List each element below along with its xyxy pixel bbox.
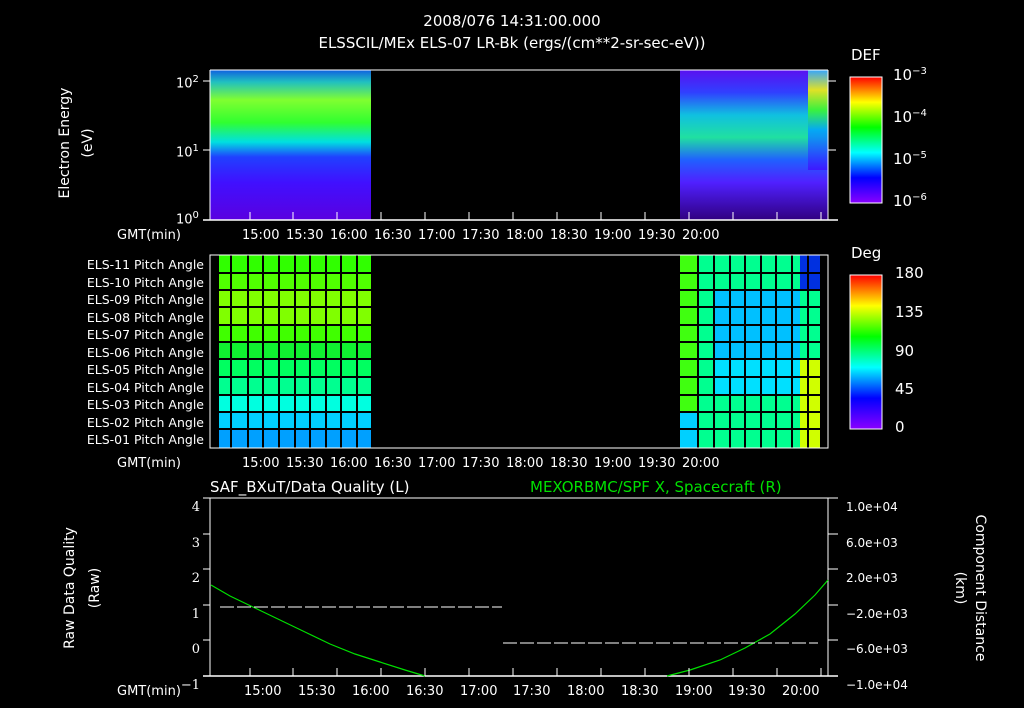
deg-label-45: 45 (895, 380, 915, 398)
component-distance-ylabel: Component Distance (972, 514, 988, 662)
panel3-xlabel: GMT(min) (117, 684, 181, 699)
panel2-time-labels: 15:00 15:30 16:00 16:30 17:00 17:30 18:00 18… (242, 456, 720, 471)
plot-timestamp: 2008/076 14:31:00.000 (423, 12, 601, 30)
pitch-angle-row-labels: ELS-11 Pitch Angle ELS-10 Pitch Angle ELS-… (86, 257, 204, 447)
panel1-xlabel: GMT(min) (117, 228, 181, 243)
deg-colorbar-title: Deg (851, 244, 882, 262)
panel2-xlabel: GMT(min) (117, 456, 181, 471)
spf-x-series (210, 584, 426, 677)
plot-subtitle: ELSSCIL/MEx ELS-07 LR-Bk (ergs/(cm**2-sr… (318, 34, 706, 52)
time-ticks (249, 212, 822, 676)
def-label-1e-3: 10−3 (893, 66, 927, 84)
deg-label-0: 0 (895, 418, 905, 436)
ytick-1e2: 102 (176, 74, 199, 92)
deg-colorbar (849, 274, 883, 430)
spf-x-title: MEXORBMC/SPF X, Spacecraft (R) (530, 478, 782, 496)
panel1-time-labels: 15:00 15:30 16:00 16:30 17:00 17:30 18:00 18… (242, 228, 720, 243)
def-label-1e-5: 10−5 (893, 150, 927, 168)
line-plot (203, 497, 838, 677)
panel3-time-labels: 15:00 15:30 16:00 16:30 17:00 17:30 18:00 18… (244, 684, 820, 699)
data-quality-title: SAF_BXuT/Data Quality (L) (210, 478, 410, 496)
energy-spectrogram (203, 69, 838, 221)
ytick-1e1: 101 (176, 143, 199, 161)
def-colorbar (849, 76, 883, 204)
def-label-1e-6: 10−6 (893, 192, 927, 210)
deg-label-135: 135 (895, 303, 924, 321)
component-distance-ylabel-unit: (km) (952, 571, 968, 605)
energy-ylabel: Electron Energy (57, 87, 73, 199)
right-yticks: 1.0e+04 6.0e+03 2.0e+03 −2.0e+03 −6.0e+03 −1… (846, 500, 908, 692)
raw-quality-ylabel-unit: (Raw) (87, 567, 103, 609)
ytick-1e0: 100 (176, 210, 199, 228)
def-label-1e-4: 10−4 (893, 108, 927, 126)
deg-label-180: 180 (895, 264, 924, 282)
raw-quality-ylabel: Raw Data Quality (62, 527, 78, 649)
pitch-angle-grid (209, 254, 829, 449)
def-colorbar-title: DEF (851, 46, 881, 64)
energy-ylabel-unit: (eV) (80, 128, 96, 158)
deg-label-90: 90 (895, 342, 915, 360)
